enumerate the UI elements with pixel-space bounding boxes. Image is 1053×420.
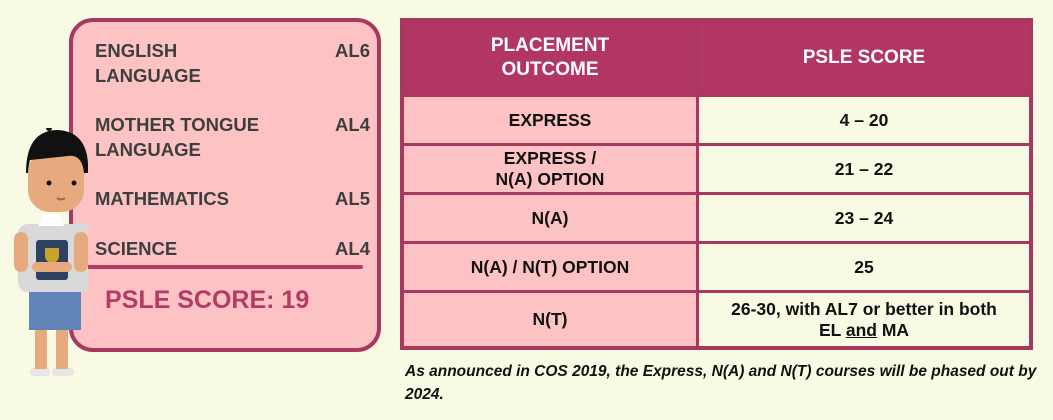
student-illustration	[14, 128, 88, 376]
psle-score: PSLE SCORE: 19	[105, 286, 310, 314]
table-header: PLACEMENT OUTCOME PSLE SCORE	[400, 18, 1033, 97]
subject-mathematics: MATHEMATICS AL5	[95, 186, 370, 211]
footnote: As announced in COS 2019, the Express, N…	[405, 363, 1037, 403]
table-row: EXPRESS 4 – 20	[400, 94, 1033, 146]
table-row: N(T) 26-30, with AL7 or better in both EL…	[400, 290, 1033, 350]
outcome-cell: N(A)	[400, 192, 699, 244]
subject-science: SCIENCE AL4	[95, 236, 370, 261]
subject-grade: AL4	[335, 114, 370, 135]
outcome-cell: EXPRESS	[400, 94, 699, 146]
score-text: EL	[818, 319, 846, 340]
score-cell: 21 – 22	[696, 143, 1033, 195]
score-cell: 25	[696, 241, 1033, 293]
header-text: OUTCOME	[501, 59, 599, 80]
outcome-cell: N(T)	[400, 290, 699, 350]
score-text-underlined: and	[845, 319, 877, 340]
subject-mother-tongue: MOTHER TONGUE LANGUAGE AL4	[95, 112, 370, 162]
subject-grade: AL4	[335, 238, 370, 259]
subject-grade: AL6	[335, 40, 370, 61]
divider	[87, 265, 363, 269]
subject-name: SCIENCE	[95, 238, 178, 259]
outcome-text: N(A) OPTION	[495, 169, 605, 189]
table-row: EXPRESS / N(A) OPTION 21 – 22	[400, 143, 1033, 195]
score-cell: 26-30, with AL7 or better in both EL and …	[696, 290, 1033, 350]
outcome-text: EXPRESS /	[503, 148, 597, 168]
results-card: ENGLISH LANGUAGE AL6 MOTHER TONGUE LANGU…	[69, 18, 381, 352]
score-text-line2: EL and MA	[700, 320, 1028, 341]
score-text: 26-30, with AL7 or better in both	[731, 298, 997, 319]
table-row: N(A) 23 – 24	[400, 192, 1033, 244]
header-placement-outcome: PLACEMENT OUTCOME	[400, 18, 699, 97]
outcome-cell: N(A) / N(T) OPTION	[400, 241, 699, 293]
subject-name: MATHEMATICS	[95, 188, 229, 209]
subject-name-line2: LANGUAGE	[95, 139, 201, 160]
score-text: MA	[876, 319, 910, 340]
subject-english: ENGLISH LANGUAGE AL6	[95, 38, 370, 88]
score-cell: 4 – 20	[696, 94, 1033, 146]
placement-table: PLACEMENT OUTCOME PSLE SCORE EXPRESS 4 – …	[400, 18, 1033, 350]
subject-grade: AL5	[335, 188, 370, 209]
outcome-cell: EXPRESS / N(A) OPTION	[400, 143, 699, 195]
subject-name-line2: LANGUAGE	[95, 65, 201, 86]
subject-name: ENGLISH	[95, 40, 178, 61]
subject-name: MOTHER TONGUE	[95, 114, 260, 135]
header-text: PLACEMENT	[490, 35, 610, 56]
score-cell: 23 – 24	[696, 192, 1033, 244]
table-row: N(A) / N(T) OPTION 25	[400, 241, 1033, 293]
header-psle-score: PSLE SCORE	[696, 18, 1033, 97]
